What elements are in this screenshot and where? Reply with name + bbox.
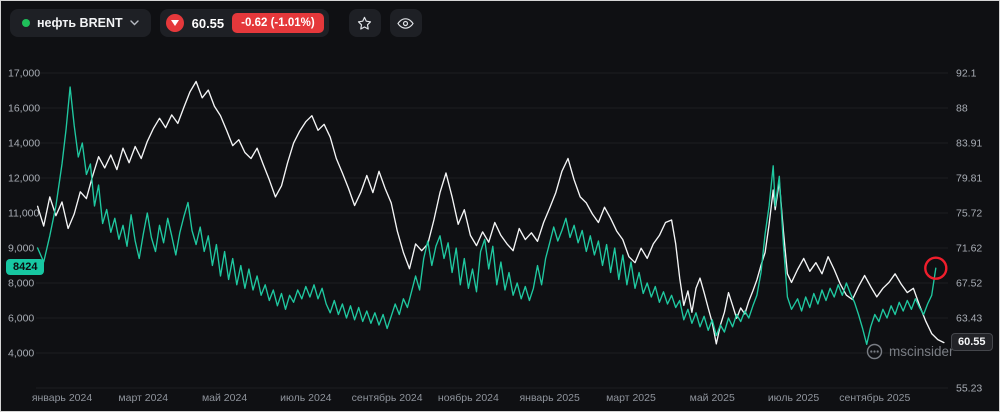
- left-axis-label: 16,000: [8, 103, 40, 115]
- mscinsider-logo-icon: [866, 343, 883, 360]
- right-axis-label: 83.91: [956, 138, 982, 150]
- left-axis-label: 12,000: [8, 173, 40, 185]
- right-axis-label: 63.43: [956, 313, 982, 325]
- left-axis-label: 8,000: [8, 278, 34, 290]
- instrument-status-dot: [22, 19, 30, 27]
- favorite-button[interactable]: [349, 9, 381, 37]
- left-axis-label: 9,000: [8, 243, 34, 255]
- x-axis-label: июль 2024: [280, 392, 332, 404]
- x-axis-label: май 2024: [202, 392, 247, 404]
- left-axis-label: 11,000: [8, 208, 39, 220]
- x-axis-label: сентябрь 2025: [839, 392, 910, 404]
- eye-icon: [397, 17, 414, 30]
- chevron-down-icon: [130, 20, 139, 26]
- instrument-selector[interactable]: нефть BRENT: [10, 9, 151, 37]
- x-axis-label: январь 2025: [519, 392, 580, 404]
- watch-button[interactable]: [390, 9, 422, 37]
- right-axis-label: 67.52: [956, 278, 982, 290]
- left-axis-label: 4,000: [8, 348, 34, 360]
- x-axis-label: март 2025: [606, 392, 656, 404]
- right-axis-label: 55.23: [956, 383, 982, 395]
- price-indicator: 60.55 -0.62 (-1.01%): [160, 9, 329, 37]
- star-icon: [357, 16, 372, 31]
- x-axis-label: май 2025: [690, 392, 735, 404]
- right-axis-label: 75.72: [956, 208, 982, 220]
- last-price: 60.55: [192, 16, 225, 31]
- x-axis-label: июль 2025: [768, 392, 820, 404]
- x-axis-label: январь 2024: [32, 392, 93, 404]
- x-axis-label: ноябрь 2024: [438, 392, 499, 404]
- right-axis-label: 88: [956, 103, 968, 115]
- price-down-icon: [166, 14, 184, 32]
- instrument-name: нефть BRENT: [37, 16, 123, 30]
- right-axis-label: 92.1: [956, 68, 977, 80]
- right-axis-current-value-badge: 60.55: [951, 333, 993, 351]
- series-secondary: [38, 87, 936, 344]
- price-change-badge: -0.62 (-1.01%): [232, 13, 324, 33]
- right-axis-label: 79.81: [956, 173, 982, 185]
- watermark-text: mscinsider: [889, 344, 954, 359]
- left-axis-current-value-badge: 8424: [6, 259, 44, 275]
- right-axis-label: 71.62: [956, 243, 982, 255]
- left-axis-label: 14,000: [8, 138, 40, 150]
- watermark: mscinsider: [866, 343, 954, 360]
- left-axis-label: 6,000: [8, 313, 34, 325]
- x-axis-label: сентябрь 2024: [352, 392, 423, 404]
- x-axis-label: март 2024: [118, 392, 168, 404]
- toolbar: нефть BRENT 60.55 -0.62 (-1.01%): [10, 9, 422, 37]
- left-axis-label: 17,000: [8, 68, 40, 80]
- price-chart[interactable]: 17,000 16,000 14,000 12,000 11,000 9,000 8,000…: [0, 0, 1000, 412]
